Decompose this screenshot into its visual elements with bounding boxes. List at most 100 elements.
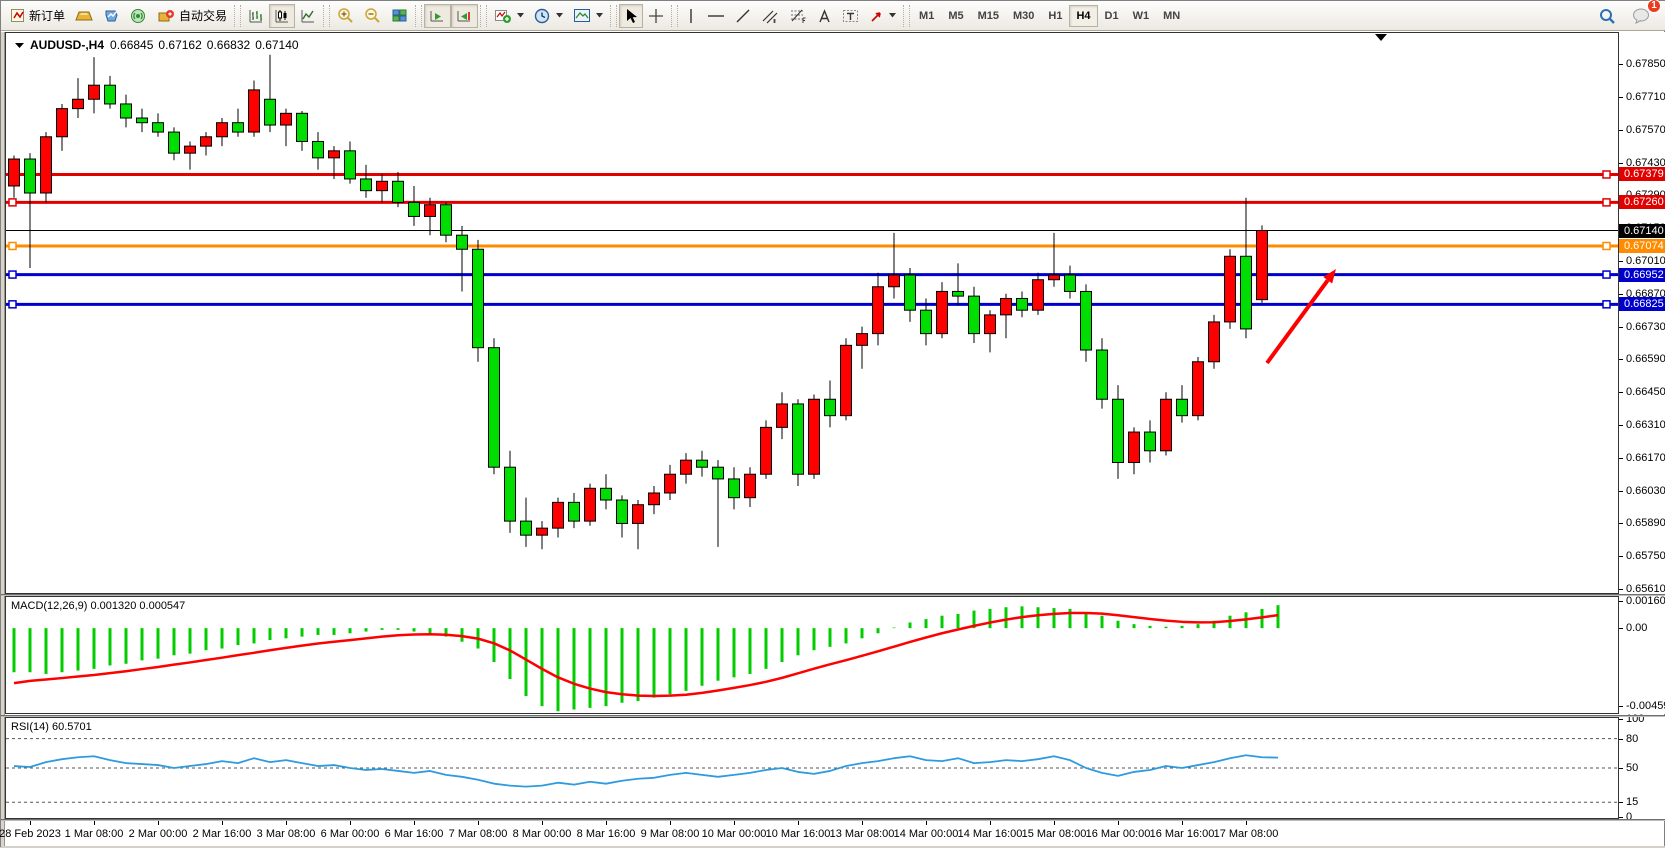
vertical-line-button[interactable] — [680, 4, 702, 28]
price-tick-label: 0.65750 — [1626, 550, 1665, 563]
cursor-button[interactable] — [619, 3, 644, 28]
bar-chart-button[interactable] — [243, 4, 269, 28]
macd-signal-line — [13, 611, 1279, 698]
candle-body — [1256, 230, 1268, 301]
time-tick-mark — [734, 821, 735, 825]
price-tick-label: 0.66450 — [1626, 386, 1665, 399]
price-tick-label: 0.66170 — [1626, 451, 1665, 464]
level-handle[interactable] — [1602, 300, 1611, 309]
tile-windows-button[interactable] — [386, 4, 413, 28]
auto-scroll-button[interactable] — [424, 3, 452, 28]
horizontal-line-button[interactable] — [702, 4, 730, 28]
timeframe-m30-button[interactable]: M30 — [1006, 5, 1041, 27]
notifications-button[interactable]: 1 — [1627, 0, 1661, 28]
level-handle[interactable] — [1602, 198, 1611, 207]
main-chart-panel[interactable] — [5, 32, 1619, 594]
fibonacci-button[interactable] — [784, 4, 812, 28]
level-handle[interactable] — [1602, 170, 1611, 179]
auto-trading-button[interactable]: 自动交易 — [152, 4, 232, 28]
timeframe-mn-button[interactable]: MN — [1156, 5, 1187, 27]
trend-arrow-line[interactable] — [1265, 279, 1330, 365]
cursor-arrow-icon — [624, 8, 638, 24]
zoom-out-button[interactable] — [359, 4, 386, 28]
trendline-button[interactable] — [730, 4, 756, 28]
candle-body — [632, 504, 644, 524]
timeframe-d1-button[interactable]: D1 — [1098, 5, 1126, 27]
signals-icon — [130, 8, 147, 24]
time-tick-label: 2 Mar 16:00 — [192, 828, 252, 840]
trend-arrow-head[interactable] — [1323, 269, 1336, 284]
timeframe-h4-button[interactable]: H4 — [1069, 4, 1098, 27]
new-order-button[interactable]: 新订单 — [5, 4, 70, 28]
level-handle[interactable] — [8, 241, 17, 251]
candle-body — [1240, 255, 1252, 330]
panel-separator[interactable] — [1, 819, 1665, 821]
time-tick-label: 15 Mar 08:00 — [1021, 828, 1087, 840]
time-tick-label: 6 Mar 00:00 — [320, 828, 380, 840]
candle-body — [104, 84, 116, 105]
periods-button[interactable] — [529, 4, 568, 28]
rsi-tick-label: 80 — [1626, 732, 1639, 745]
time-tick-mark — [286, 821, 287, 825]
price-tick-label: 0.67710 — [1626, 90, 1665, 103]
time-tick-label: 7 Mar 08:00 — [448, 828, 508, 840]
rsi-panel[interactable] — [5, 717, 1619, 819]
timeframe-h1-button[interactable]: H1 — [1041, 5, 1069, 27]
panel-separator[interactable] — [1, 714, 1665, 717]
chart-shift-marker[interactable] — [1375, 34, 1387, 41]
candle-body — [1160, 398, 1172, 452]
price-tick-label: 0.66870 — [1626, 287, 1665, 300]
price-axis[interactable]: 0.678500.677100.675700.674300.672900.671… — [1619, 32, 1665, 595]
candle-body — [424, 204, 436, 217]
chart-ohlc: 0.66845 0.67162 0.66832 0.67140 — [110, 38, 299, 52]
equidistant-channel-button[interactable] — [756, 4, 784, 28]
line-chart-icon — [300, 8, 316, 24]
timeframe-w1-button[interactable]: W1 — [1126, 5, 1157, 27]
candle-body — [312, 140, 324, 159]
arrows-tool-button[interactable] — [864, 4, 901, 28]
search-button[interactable] — [1593, 4, 1621, 28]
text-label-button[interactable] — [837, 4, 864, 28]
market-watch-button[interactable] — [98, 4, 125, 28]
candle-body — [696, 459, 708, 468]
crosshair-icon — [648, 8, 664, 24]
chevron-down-icon — [517, 13, 525, 18]
panel-separator[interactable] — [1, 594, 1665, 596]
rsi-indicator-label: RSI(14) 60.5701 — [11, 721, 92, 733]
level-handle[interactable] — [8, 270, 17, 279]
timeframe-m1-button[interactable]: M1 — [912, 5, 941, 27]
candle-body — [568, 501, 580, 522]
template-icon — [573, 8, 591, 23]
candlestick-chart-button[interactable] — [269, 3, 296, 28]
collapse-triangle-icon[interactable] — [15, 42, 24, 49]
chart-shift-button[interactable] — [451, 3, 479, 28]
templates-button[interactable] — [568, 4, 608, 28]
bar-chart-icon — [248, 8, 264, 24]
timeframe-m5-button[interactable]: M5 — [941, 5, 970, 27]
signals-button[interactable] — [125, 4, 152, 28]
level-handle[interactable] — [8, 198, 17, 207]
macd-panel[interactable] — [5, 596, 1619, 714]
time-tick-label: 17 Mar 08:00 — [1213, 828, 1279, 840]
search-icon — [1598, 7, 1616, 25]
crosshair-button[interactable] — [643, 4, 669, 28]
candle-body — [552, 501, 564, 529]
price-tick-mark — [1619, 96, 1623, 98]
zoom-in-button[interactable] — [332, 4, 359, 28]
auto-scroll-icon — [429, 8, 446, 24]
candle-body — [88, 84, 100, 100]
new-chart-button[interactable] — [70, 4, 98, 28]
text-button[interactable] — [812, 4, 837, 28]
timeframe-m15-button[interactable]: M15 — [971, 5, 1006, 27]
rsi-line — [13, 754, 1279, 788]
level-handle[interactable] — [1602, 241, 1611, 251]
line-chart-button[interactable] — [295, 4, 321, 28]
add-indicator-button[interactable] — [489, 4, 529, 28]
price-tick-label: 0.66730 — [1626, 320, 1665, 333]
candle-body — [728, 478, 740, 499]
level-handle[interactable] — [1602, 270, 1611, 279]
candle-body — [1144, 431, 1156, 452]
level-handle[interactable] — [8, 300, 17, 309]
time-axis[interactable]: 28 Feb 2023 1 Mar 08:00 2 Mar 00:00 2 Mar 1… — [0, 821, 1619, 846]
price-tick-label: 0.67850 — [1626, 58, 1665, 71]
